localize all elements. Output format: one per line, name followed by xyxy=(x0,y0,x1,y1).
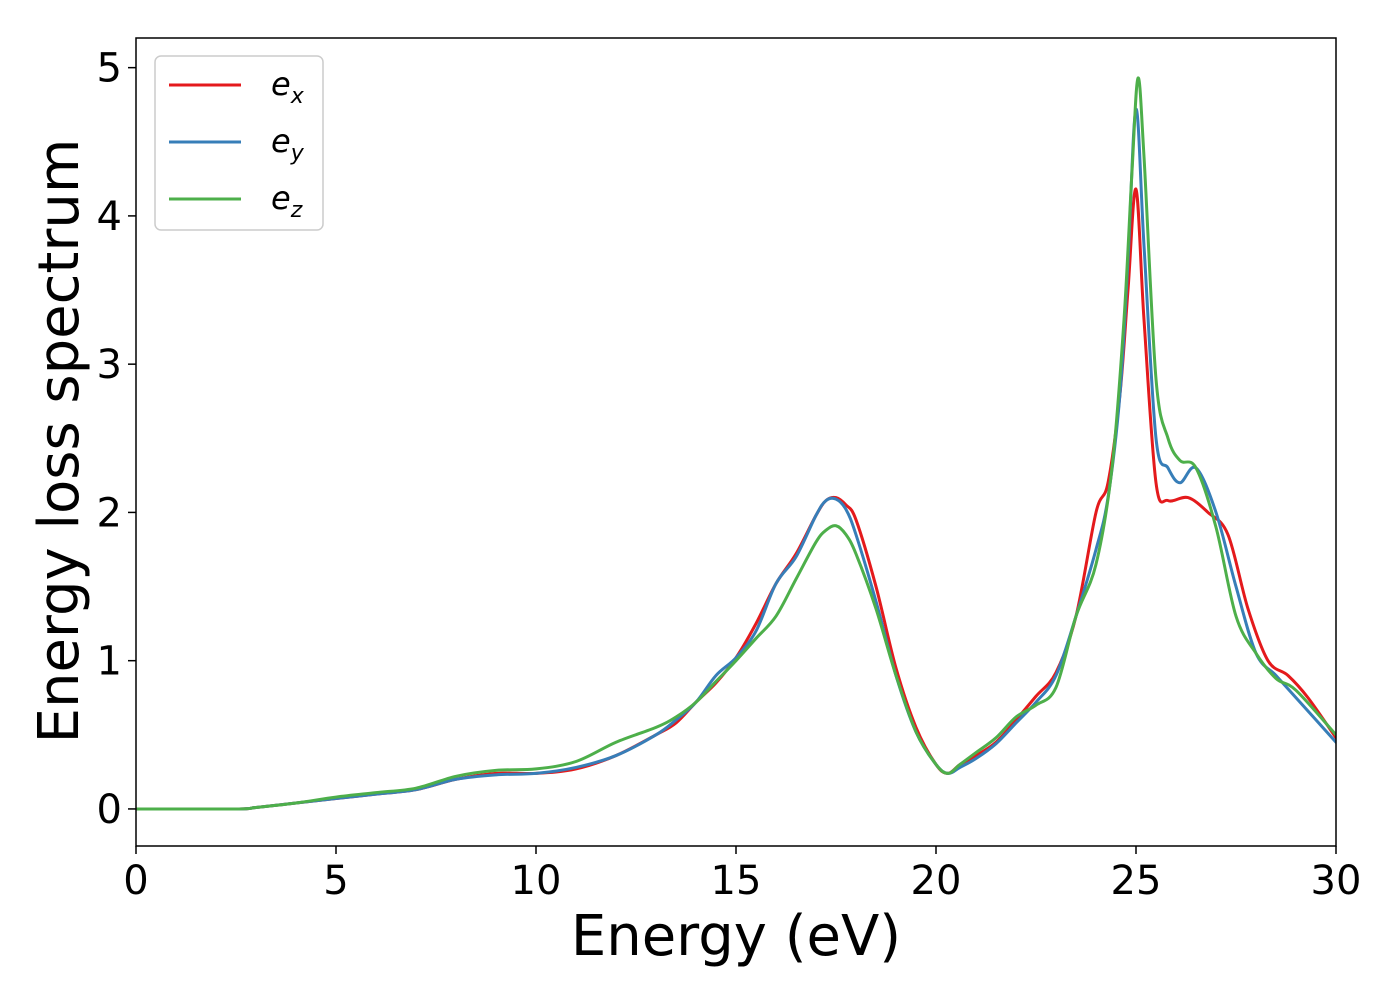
x-tick-label: 0 xyxy=(123,858,148,904)
x-tick-label: 5 xyxy=(323,858,348,904)
y-tick-label: 0 xyxy=(97,787,122,833)
y-tick-label: 2 xyxy=(97,490,122,536)
x-tick-label: 30 xyxy=(1311,858,1362,904)
x-axis-title: Energy (eV) xyxy=(571,904,901,969)
plot-area xyxy=(136,76,1336,811)
x-tick-label: 20 xyxy=(911,858,962,904)
y-axis-title: Energy loss spectrum xyxy=(27,139,92,744)
x-tick-label: 15 xyxy=(711,858,762,904)
y-tick-label: 3 xyxy=(97,342,122,388)
y-tick-label: 5 xyxy=(97,46,122,92)
y-tick-label: 1 xyxy=(97,639,122,685)
x-tick-label: 10 xyxy=(511,858,562,904)
axes: 0 5 10 15 20 25 30 0 1 2 3 4 5 xyxy=(97,37,1362,904)
x-tick-label: 25 xyxy=(1111,858,1162,904)
series-line-z xyxy=(136,76,1336,811)
y-tick-label: 4 xyxy=(97,194,122,240)
